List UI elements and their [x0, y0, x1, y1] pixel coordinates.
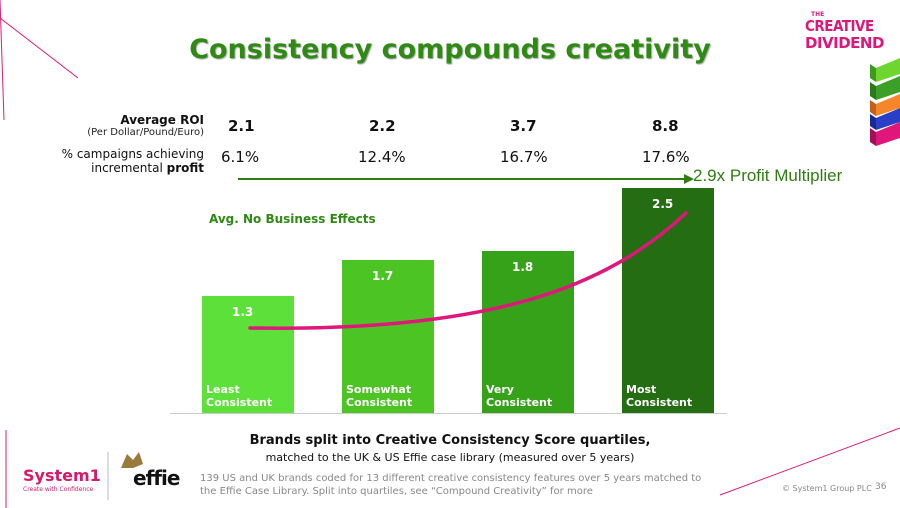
category-label: Consistent: [206, 396, 272, 409]
copyright: © System1 Group PLC: [782, 484, 872, 493]
page-number: 36: [875, 482, 887, 492]
footnote: 139 US and UK brands coded for 13 differ…: [200, 473, 702, 497]
profit-arrow: [238, 174, 694, 184]
roi-sublabel: (Per Dollar/Pound/Euro): [87, 127, 204, 138]
bar-value-label: 2.5: [652, 197, 673, 211]
profit-value: 6.1%: [221, 148, 260, 166]
bar-value-label: 1.8: [512, 260, 533, 274]
stacked-cubes-icon: [870, 58, 900, 146]
category-label: Consistent: [486, 396, 552, 409]
slide-title: Consistency compounds creativity: [189, 34, 711, 65]
effie-figure-icon: [121, 452, 143, 468]
profit-label-bold: profit: [166, 161, 204, 175]
profit-value: 17.6%: [642, 148, 690, 166]
roi-row-label: Average ROI (Per Dollar/Pound/Euro): [40, 113, 204, 138]
category-label: Most: [626, 383, 656, 396]
logo-text-dividend: DIVIDEND: [805, 34, 884, 52]
chart-caption-line2: matched to the UK & US Effie case librar…: [265, 451, 635, 464]
bar: [482, 251, 574, 413]
roi-value: 8.8: [652, 117, 679, 135]
bar: [342, 260, 434, 413]
effie-logo: effie: [133, 466, 180, 490]
bar: [202, 296, 294, 413]
deco-line-bottom-right: [719, 427, 900, 496]
deco-line-top-left: [0, 17, 79, 79]
bar-value-label: 1.3: [232, 305, 253, 319]
category-label: Consistent: [346, 396, 412, 409]
logo-text-creative: CREATIVE: [805, 17, 874, 35]
roi-value: 3.7: [510, 117, 537, 135]
profit-value: 12.4%: [358, 148, 406, 166]
roi-value: 2.1: [228, 117, 255, 135]
logo-text-the: THE: [811, 11, 825, 18]
profit-multiplier-label: 2.9x Profit Multiplier: [693, 166, 843, 185]
roi-label: Average ROI: [120, 113, 204, 127]
category-label: Least: [206, 383, 240, 396]
deco-line-left-edge: [0, 0, 5, 121]
avg-business-effects-label: Avg. No Business Effects: [209, 212, 376, 226]
chart-caption-line1: Brands split into Creative Consistency S…: [249, 433, 651, 448]
roi-value: 2.2: [369, 117, 396, 135]
category-label: Somewhat: [346, 383, 411, 396]
bar-value-label: 1.7: [372, 269, 393, 283]
bar: [622, 188, 714, 413]
profit-label-line2: incremental profit: [40, 161, 204, 175]
category-label: Consistent: [626, 396, 692, 409]
profit-label-line1: % campaigns achieving: [61, 147, 204, 161]
system1-logo: System1: [23, 466, 101, 485]
profit-value: 16.7%: [500, 148, 548, 166]
profit-row-label: % campaigns achieving incremental profit: [40, 147, 204, 175]
category-label: Very: [486, 383, 514, 396]
system1-tagline: Create with Confidence: [23, 486, 94, 493]
trend-curve: [248, 211, 688, 330]
profit-label-prefix: incremental: [91, 161, 167, 175]
